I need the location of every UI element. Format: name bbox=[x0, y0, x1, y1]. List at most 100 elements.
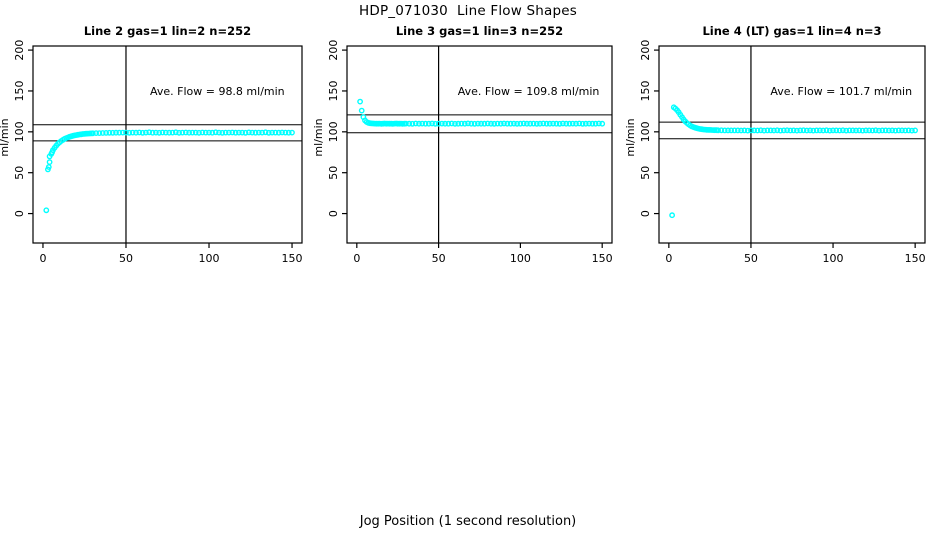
data-point bbox=[412, 120, 419, 127]
x-tick-label: 100 bbox=[823, 252, 844, 265]
data-point bbox=[530, 120, 537, 127]
data-point bbox=[517, 120, 524, 127]
data-point bbox=[438, 120, 445, 127]
data-point bbox=[272, 129, 279, 136]
y-tick-label: 200 bbox=[327, 40, 340, 61]
x-tick-label: 50 bbox=[432, 252, 446, 265]
data-point bbox=[566, 120, 573, 127]
data-point bbox=[586, 120, 592, 127]
data-point bbox=[761, 127, 767, 134]
data-point bbox=[817, 127, 823, 134]
data-point bbox=[863, 127, 869, 134]
y-tick-label: 100 bbox=[327, 121, 340, 142]
data-point bbox=[556, 120, 563, 127]
data-point bbox=[166, 129, 173, 136]
data-point bbox=[823, 127, 830, 134]
data-point bbox=[846, 127, 853, 134]
data-point bbox=[402, 120, 409, 127]
data-point bbox=[93, 130, 100, 137]
data-point bbox=[249, 129, 256, 136]
data-point bbox=[109, 129, 116, 136]
data-point bbox=[458, 120, 465, 127]
data-point bbox=[579, 120, 586, 127]
data-point bbox=[767, 127, 774, 134]
data-point bbox=[859, 127, 866, 134]
data-point bbox=[209, 129, 216, 136]
data-point bbox=[774, 127, 781, 134]
plot-box bbox=[658, 45, 926, 244]
data-point bbox=[892, 127, 899, 134]
data-point bbox=[242, 129, 249, 136]
data-point bbox=[172, 129, 179, 136]
data-point bbox=[718, 127, 725, 134]
data-point bbox=[484, 120, 491, 127]
data-point bbox=[820, 127, 827, 134]
data-point bbox=[471, 120, 478, 127]
data-point bbox=[129, 129, 136, 136]
y-tick-label: 50 bbox=[13, 166, 26, 180]
x-tick-label: 150 bbox=[905, 252, 926, 265]
data-point bbox=[202, 129, 209, 136]
data-point bbox=[751, 127, 758, 134]
data-point bbox=[265, 129, 272, 136]
y-tick-label: 150 bbox=[13, 80, 26, 101]
data-point bbox=[445, 120, 452, 127]
data-point bbox=[527, 120, 534, 127]
data-point bbox=[468, 120, 475, 127]
data-point bbox=[252, 129, 259, 136]
panel-1: Line 2 gas=1 lin=2 n=252 Ave. Flow = 98.8… bbox=[0, 24, 303, 265]
x-tick-label: 100 bbox=[510, 252, 531, 265]
data-point bbox=[239, 129, 246, 136]
y-tick-label: 0 bbox=[327, 210, 340, 217]
data-point bbox=[156, 129, 163, 136]
data-point bbox=[546, 120, 553, 127]
y-tick-label: 150 bbox=[327, 80, 340, 101]
data-point bbox=[219, 129, 226, 136]
y-tick-label: 50 bbox=[639, 166, 652, 180]
data-point bbox=[289, 129, 295, 136]
data-point bbox=[794, 127, 800, 134]
data-point bbox=[734, 127, 741, 134]
data-point bbox=[139, 129, 146, 136]
data-point bbox=[800, 127, 807, 134]
data-point bbox=[833, 127, 840, 134]
data-point bbox=[895, 127, 902, 134]
data-point bbox=[46, 159, 53, 166]
y-axis-label: ml/min bbox=[0, 118, 11, 156]
data-point bbox=[803, 127, 810, 134]
data-point bbox=[269, 129, 275, 136]
panel-title: Line 4 (LT) gas=1 lin=4 n=3 bbox=[702, 24, 881, 38]
data-point bbox=[409, 120, 416, 127]
data-point bbox=[255, 129, 262, 136]
data-point bbox=[744, 127, 751, 134]
data-point bbox=[869, 127, 876, 134]
data-point bbox=[176, 129, 183, 136]
data-point bbox=[474, 120, 481, 127]
data-point bbox=[715, 127, 721, 134]
data-point bbox=[721, 127, 728, 134]
data-point bbox=[262, 129, 269, 136]
data-point bbox=[813, 127, 820, 134]
x-tick-label: 0 bbox=[353, 252, 360, 265]
data-point bbox=[856, 127, 863, 134]
data-point bbox=[553, 120, 560, 127]
data-point bbox=[771, 127, 777, 134]
data-point bbox=[225, 129, 232, 136]
data-point bbox=[573, 120, 579, 127]
data-point bbox=[899, 127, 905, 134]
plot-box bbox=[32, 45, 303, 244]
data-point bbox=[909, 127, 915, 134]
x-tick-label: 50 bbox=[119, 252, 133, 265]
data-point bbox=[245, 129, 252, 136]
plot-box bbox=[346, 45, 613, 244]
y-tick-label: 100 bbox=[639, 121, 652, 142]
x-tick-label: 100 bbox=[199, 252, 220, 265]
data-point bbox=[787, 127, 794, 134]
data-points bbox=[43, 129, 295, 214]
data-point bbox=[596, 120, 602, 127]
data-point bbox=[537, 120, 543, 127]
data-point bbox=[192, 129, 199, 136]
data-point bbox=[872, 127, 879, 134]
data-point bbox=[199, 129, 206, 136]
